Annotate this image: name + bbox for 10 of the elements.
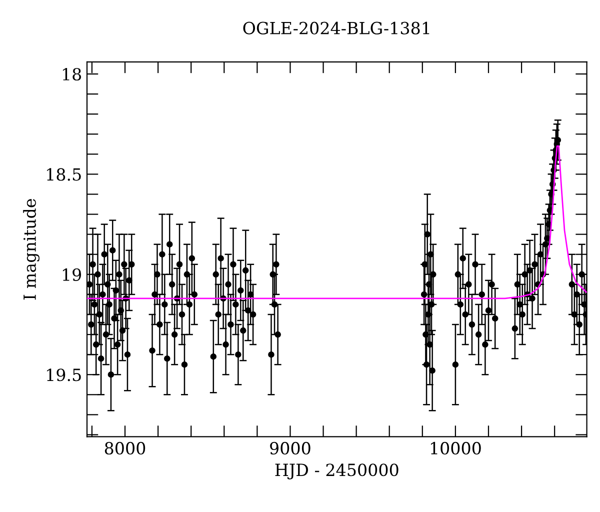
x-tick-label: 9000	[270, 442, 310, 454]
chart-title: OGLE-2024-BLG-1381	[243, 22, 430, 34]
x-tick-label: 8000	[104, 442, 146, 454]
y-tick-label: 18.5	[47, 168, 81, 181]
y-tick-label: 19	[62, 268, 82, 281]
x-tick-label: 10000	[430, 442, 481, 454]
x-axis-title: HJD - 2450000	[275, 464, 398, 480]
y-tick-label: 19.5	[47, 368, 81, 382]
y-axis-title: I magnitude	[23, 199, 40, 300]
y-tick-label: 18	[62, 68, 82, 81]
